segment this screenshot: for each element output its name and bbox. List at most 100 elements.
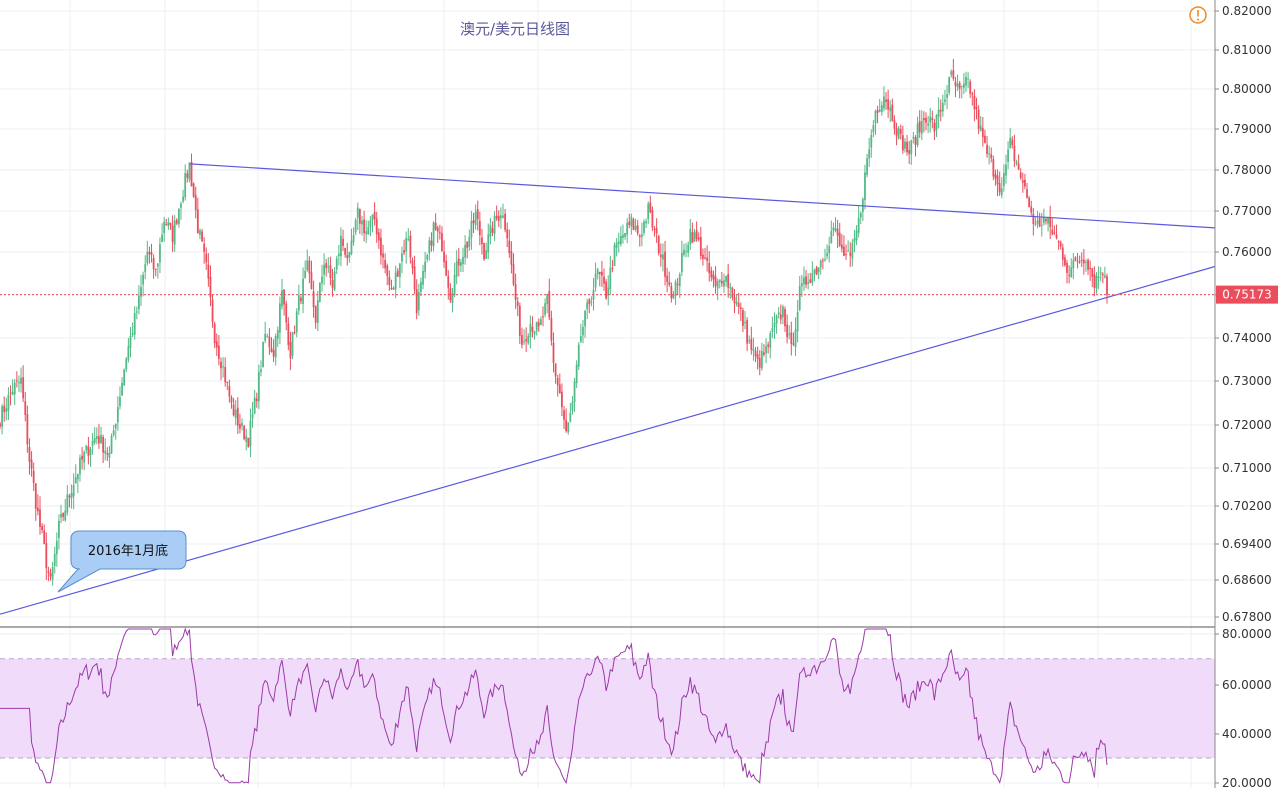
- candle: [569, 402, 572, 423]
- rsi-tick-label: 20.0000: [1222, 776, 1272, 788]
- candle: [165, 218, 168, 226]
- candle: [129, 327, 132, 358]
- candle: [396, 268, 399, 278]
- candle: [413, 255, 416, 295]
- candle: [998, 171, 1001, 196]
- candle: [918, 110, 921, 138]
- candle: [1026, 183, 1028, 199]
- candle: [1045, 217, 1047, 225]
- candle: [758, 350, 761, 376]
- candle: [1002, 164, 1005, 192]
- candle: [434, 213, 437, 231]
- candle: [9, 385, 12, 406]
- candle: [497, 210, 500, 228]
- candle: [760, 342, 763, 371]
- candle: [171, 215, 174, 253]
- candle: [1030, 200, 1033, 216]
- candle: [156, 263, 159, 279]
- candle: [1011, 136, 1014, 149]
- candle: [312, 280, 315, 318]
- candle: [234, 400, 237, 426]
- candle: [119, 386, 121, 410]
- candle: [649, 195, 652, 214]
- candle: [584, 309, 586, 338]
- candle: [548, 278, 551, 320]
- alert-icon[interactable]: [1189, 6, 1207, 24]
- candle: [807, 273, 810, 290]
- candle: [464, 235, 467, 265]
- price-tick-label: 0.73000: [1222, 374, 1272, 388]
- candle: [603, 268, 605, 291]
- candle: [824, 248, 826, 262]
- price-tick-label: 0.71000: [1222, 461, 1272, 475]
- candle: [432, 221, 435, 252]
- candle: [967, 72, 969, 89]
- candle: [1099, 267, 1102, 282]
- candle: [1049, 205, 1052, 240]
- candle: [809, 272, 812, 284]
- price-tick-label: 0.78000: [1222, 163, 1272, 177]
- candle: [274, 333, 277, 366]
- candle: [727, 263, 730, 298]
- candle: [735, 294, 738, 307]
- candle: [1089, 260, 1092, 281]
- candle: [518, 302, 521, 344]
- candle: [830, 220, 833, 244]
- candle: [752, 337, 755, 361]
- price-tick-label: 0.72000: [1222, 418, 1272, 432]
- candle: [788, 325, 791, 340]
- callout-text: 2016年1月底: [88, 543, 168, 559]
- candle: [405, 231, 408, 264]
- candle: [159, 237, 161, 274]
- candle: [859, 211, 862, 225]
- candle: [1070, 258, 1073, 278]
- candle: [611, 259, 614, 273]
- candle: [828, 236, 831, 263]
- candle: [733, 289, 736, 314]
- candle: [805, 269, 807, 289]
- price-tick-label: 0.82000: [1222, 4, 1272, 18]
- price-tick-label: 0.70200: [1222, 499, 1272, 513]
- candle: [217, 334, 220, 366]
- candle: [112, 424, 115, 437]
- candle: [539, 316, 542, 326]
- candle: [255, 392, 258, 408]
- candle: [556, 374, 559, 397]
- candle: [944, 89, 946, 106]
- candle: [628, 213, 631, 229]
- candle: [685, 242, 687, 258]
- candle: [933, 119, 936, 141]
- candle: [318, 281, 321, 303]
- candle: [352, 227, 355, 246]
- candle: [575, 360, 578, 389]
- candle: [965, 71, 967, 93]
- candle: [683, 243, 685, 257]
- candle: [407, 228, 410, 242]
- candle: [190, 153, 193, 187]
- candle: [32, 462, 35, 491]
- candle: [651, 206, 654, 232]
- candle: [624, 232, 626, 240]
- candle: [767, 341, 770, 354]
- candle: [876, 105, 879, 124]
- candle: [847, 240, 850, 253]
- candle: [664, 240, 666, 286]
- candle: [710, 266, 713, 282]
- price-tick-label: 0.79000: [1222, 122, 1272, 136]
- candle: [382, 244, 384, 269]
- candle: [3, 396, 6, 422]
- candle: [954, 76, 957, 98]
- candle: [308, 256, 311, 284]
- candle: [941, 94, 944, 117]
- candle: [1095, 272, 1098, 294]
- candle: [794, 317, 797, 357]
- candle: [586, 298, 589, 320]
- candle: [146, 240, 149, 266]
- candle: [506, 222, 509, 247]
- candle: [7, 387, 10, 420]
- candle: [567, 422, 570, 435]
- candle: [638, 233, 641, 247]
- candle: [594, 262, 597, 292]
- candle: [952, 58, 955, 81]
